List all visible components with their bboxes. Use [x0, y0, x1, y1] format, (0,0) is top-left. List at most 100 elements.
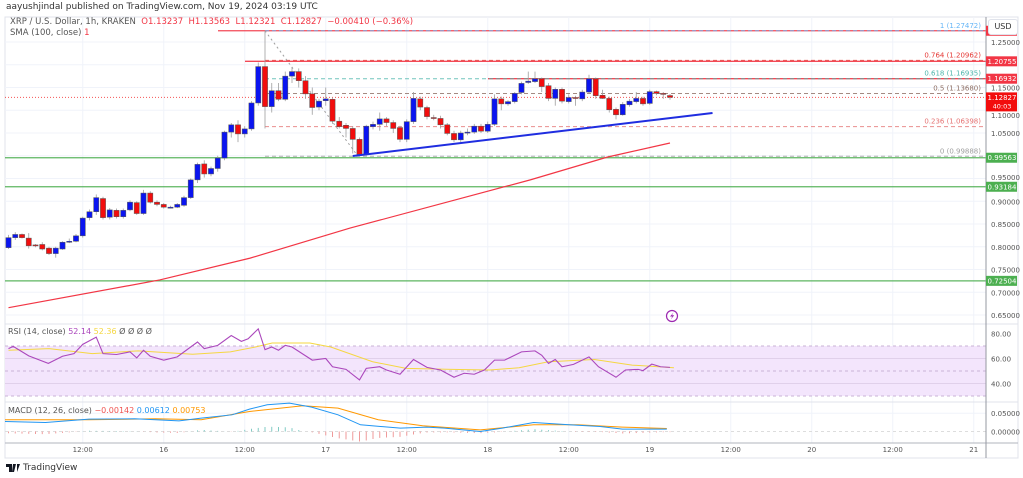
candle: [316, 98, 322, 111]
candle-body: [309, 93, 316, 108]
candle: [309, 87, 316, 115]
candle-body: [194, 164, 201, 181]
candle: [322, 87, 329, 106]
candle-body: [640, 98, 646, 105]
published-caption: aayushjindal published on TradingView.co…: [6, 2, 318, 12]
candle: [147, 191, 154, 204]
candle-body: [538, 78, 545, 87]
candle: [255, 62, 262, 106]
price-tick-label: 0.65000: [991, 312, 1020, 320]
price-tick-label: 0.70000: [991, 289, 1020, 297]
price-change: −0.00410 (−0.36%): [327, 17, 414, 27]
price-tick-label: 0.80000: [991, 244, 1020, 252]
candle: [174, 203, 181, 209]
tradingview-logo-text: TradingView: [23, 463, 78, 473]
macd-legend: MACD (12, 26, close) −0.00142 0.00612 0.…: [8, 406, 206, 415]
macd-histogram-value: −0.00142: [94, 406, 135, 415]
candle-body: [572, 97, 579, 99]
candle-body: [302, 80, 309, 95]
candle-body: [370, 124, 376, 127]
candle-body: [336, 120, 343, 127]
candle-body: [518, 83, 525, 93]
time-tick-label: 18: [483, 446, 492, 454]
macd-label[interactable]: MACD (12, 26, close): [8, 406, 92, 415]
candle-body: [349, 128, 356, 140]
support-price-label: 0.93184: [988, 183, 1017, 191]
candle: [120, 208, 127, 219]
candle-body: [498, 98, 505, 105]
tradingview-logo[interactable]: TradingView: [6, 463, 77, 473]
candle: [505, 100, 511, 106]
candle: [511, 92, 518, 104]
candle: [599, 89, 606, 99]
sma-indicator-label[interactable]: SMA (100, close): [10, 28, 82, 38]
macd-tick-label: 0.05000: [991, 410, 1020, 418]
candle: [606, 96, 613, 113]
candle-body: [424, 107, 430, 117]
support-price-badge: [986, 152, 1017, 163]
candle: [390, 120, 397, 133]
candle-body: [505, 101, 511, 105]
candle-body: [471, 125, 478, 133]
candle: [228, 122, 235, 138]
candle-body: [606, 98, 613, 111]
candle: [201, 160, 208, 178]
candle: [667, 94, 673, 100]
sma-indicator-value: 1: [84, 28, 90, 38]
candle: [424, 105, 430, 120]
candle-body: [127, 201, 133, 211]
candle-body: [451, 133, 457, 141]
candle: [653, 90, 660, 96]
time-tick-label: 12:00: [559, 446, 579, 454]
candle: [383, 117, 390, 127]
candle: [451, 130, 457, 143]
currency-button[interactable]: USD: [988, 19, 1018, 35]
candle: [532, 71, 538, 83]
candle-body: [383, 118, 390, 123]
candle-body: [511, 93, 518, 102]
candle: [167, 205, 174, 209]
candle: [397, 125, 403, 143]
price-tick-label: 1.05000: [991, 130, 1020, 138]
candle-body: [532, 78, 538, 82]
price-tick-label: 1.10000: [991, 112, 1020, 120]
candle-body: [154, 201, 160, 205]
candle-body: [221, 131, 228, 159]
rsi-line: [8, 327, 671, 381]
candle: [19, 233, 25, 239]
candle-body: [93, 197, 100, 212]
candle-body: [667, 95, 673, 98]
candle: [282, 71, 289, 102]
time-tick-label: 12:00: [73, 446, 93, 454]
ohlc-close: C1.12827: [280, 17, 322, 27]
candle: [25, 233, 32, 249]
candle-body: [181, 197, 187, 206]
candle: [275, 82, 282, 102]
time-tick-label: 12:00: [397, 446, 417, 454]
candle: [214, 155, 221, 172]
candle: [248, 101, 255, 131]
rsi-label[interactable]: RSI (14, close): [8, 327, 66, 336]
rsi-tick-label: 80.00: [991, 331, 1011, 339]
ohlc-low: L1.12321: [235, 17, 276, 27]
candle: [154, 200, 160, 207]
macd-pane: [5, 402, 986, 442]
candle: [646, 89, 653, 105]
candle-body: [268, 90, 275, 107]
candle-body: [322, 98, 329, 101]
candle: [113, 208, 120, 219]
lightning-icon[interactable]: [665, 309, 679, 323]
candle-body: [255, 66, 262, 104]
candle-body: [376, 118, 383, 125]
candle-body: [86, 211, 93, 218]
candle-body: [100, 198, 106, 218]
candle-body: [5, 237, 12, 248]
candle-body: [59, 241, 66, 250]
symbol-title[interactable]: XRP / U.S. Dollar, 1h, KRAKEN: [10, 17, 136, 27]
candle-body: [295, 71, 302, 81]
candle: [572, 95, 579, 106]
candle-body: [208, 168, 214, 175]
candle: [363, 124, 370, 156]
fib-diagonal: [264, 30, 359, 157]
